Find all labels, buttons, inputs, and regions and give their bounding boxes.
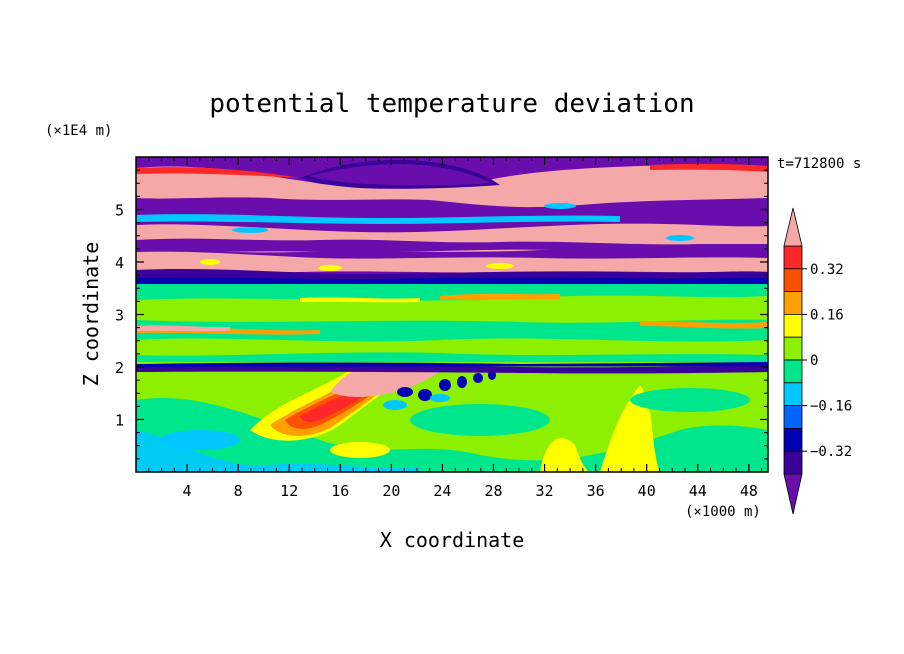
y-axis-label: Z coordinate: [79, 242, 103, 387]
colorbar-segment: [783, 427, 803, 452]
colorbar-above-triangle: [783, 207, 803, 247]
colorbar-segment: [783, 268, 803, 292]
field-area: [136, 157, 768, 472]
x-tick-label: 36: [587, 482, 605, 500]
colorbar-segment: [783, 245, 803, 270]
x-tick-label: 32: [536, 482, 554, 500]
x-tick-label: 16: [331, 482, 349, 500]
x-axis-label: X coordinate: [380, 528, 525, 552]
time-label: t=712800 s: [777, 156, 861, 172]
colorbar-label: 0.16: [810, 307, 844, 323]
colorbar-label: −0.32: [810, 444, 852, 460]
y-unit-label: (×1E4 m): [45, 123, 112, 139]
colorbar-segment: [783, 405, 803, 429]
x-tick-label: 48: [740, 482, 758, 500]
colorbar-label: 0: [810, 353, 818, 369]
x-tick-label: 44: [689, 482, 707, 500]
colorbar-label: −0.16: [810, 399, 852, 415]
x-tick-label: 24: [433, 482, 451, 500]
x-tick-label: 4: [183, 482, 192, 500]
x-tick-label: 40: [638, 482, 656, 500]
x-unit-label: (×1000 m): [685, 504, 761, 520]
y-tick-label: 1: [115, 412, 124, 430]
colorbar-label: 0.32: [810, 262, 844, 278]
x-tick-label: 8: [234, 482, 243, 500]
colorbar-below-triangle: [783, 473, 803, 515]
colorbar-segment: [783, 359, 803, 384]
y-tick-label: 2: [115, 359, 124, 377]
colorbar-segment: [783, 382, 803, 406]
y-tick-label: 3: [115, 307, 124, 325]
colorbar-segment: [783, 336, 803, 361]
x-tick-label: 12: [280, 482, 298, 500]
y-tick-label: 4: [115, 254, 124, 272]
x-tick-label: 28: [484, 482, 502, 500]
colorbar-segment: [783, 291, 803, 315]
y-tick-label: 5: [115, 202, 124, 220]
chart-title: potential temperature deviation: [209, 89, 694, 119]
colorbar: 0.32 0.16 0 −0.16 −0.32: [783, 207, 852, 515]
x-tick-label: 20: [382, 482, 400, 500]
colorbar-segment: [783, 313, 803, 338]
colorbar-segment: [783, 450, 803, 475]
